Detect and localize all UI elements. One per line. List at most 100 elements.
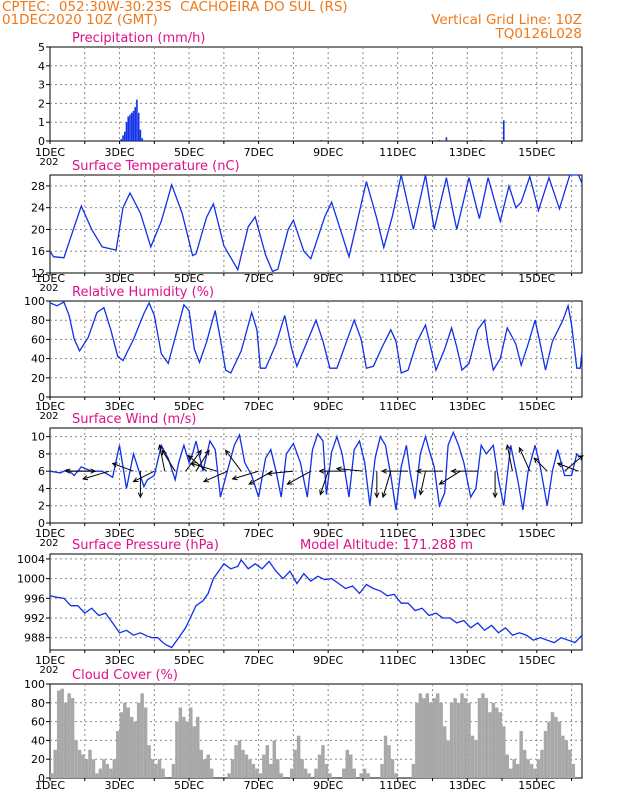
cloud-bar xyxy=(491,702,496,778)
cloud-bar xyxy=(70,698,75,778)
cloud-bar xyxy=(554,716,558,778)
cloud-bar xyxy=(442,726,447,778)
wind-arrow xyxy=(418,471,427,496)
wind-arrow xyxy=(195,449,210,472)
cloud-bar xyxy=(495,707,499,778)
wind-arrow xyxy=(189,462,218,472)
year-fragment: 202 xyxy=(39,283,58,294)
precip-bar xyxy=(122,135,124,141)
x-tick-label: 7DEC xyxy=(244,146,274,159)
cloud-bar xyxy=(98,768,103,778)
x-tick-label: 9DEC xyxy=(313,272,343,285)
x-tick-label: 3DEC xyxy=(104,272,134,285)
cloud-bar xyxy=(60,688,64,778)
cloud-bar xyxy=(571,763,576,778)
cloud-bar xyxy=(342,768,346,778)
cloud-bar xyxy=(237,740,242,778)
precip-bar xyxy=(120,139,123,141)
wind-arrow xyxy=(266,470,294,476)
precip-bar xyxy=(473,140,476,141)
header-grid-note: Vertical Grid Line: 10Z xyxy=(431,12,582,28)
cloud-bar xyxy=(234,745,238,778)
cloud-bar xyxy=(136,702,141,778)
cloud-bar xyxy=(248,759,252,778)
panel-title: Relative Humidity (%) xyxy=(72,285,214,300)
cloud-bar xyxy=(328,773,332,778)
y-tick-label: 0 xyxy=(38,517,45,530)
wind-arrow xyxy=(224,449,242,472)
cloud-bar xyxy=(561,735,565,778)
precip-bar xyxy=(125,122,128,141)
panel-1: 12 16 20 24 28 1DEC 3DEC 5DEC 7DEC 9DEC 11DEC 13DEC… xyxy=(31,159,583,294)
cloud-bar xyxy=(147,745,151,778)
y-tick-label: 2 xyxy=(38,97,45,110)
cloud-bar xyxy=(474,740,478,778)
cloud-bar xyxy=(439,702,443,778)
wind-arrow xyxy=(187,454,207,472)
cloud-bar xyxy=(150,759,155,778)
cloud-bar xyxy=(383,735,388,778)
y-tick-label: 100 xyxy=(24,295,45,308)
x-tick-label: 1DEC xyxy=(35,654,65,667)
x-tick-label: 7DEC xyxy=(244,400,274,413)
cloud-bar xyxy=(196,716,200,778)
cloud-bar xyxy=(276,759,280,778)
y-tick-label: 80 xyxy=(31,697,45,710)
x-tick-label: 1DEC xyxy=(35,779,65,792)
y-tick-label: 996 xyxy=(24,592,45,605)
cloud-bar xyxy=(178,707,183,778)
cloud-bar xyxy=(53,749,57,778)
x-tick-label: 15DEC xyxy=(518,146,555,159)
y-tick-label: 3 xyxy=(38,79,45,92)
wind-arrow xyxy=(161,449,176,472)
y-tick-label: 20 xyxy=(31,372,45,385)
wind-arrow xyxy=(380,468,409,474)
cloud-bar xyxy=(394,773,398,778)
y-tick-label: 20 xyxy=(31,753,45,766)
cloud-bar xyxy=(133,721,137,778)
panel-4: 988 992 996 1000 1004 1DEC 3DEC 5DEC 7DEC 9DEC 11D… xyxy=(17,538,583,676)
wind-arrow xyxy=(556,462,579,472)
y-tick-label: 4 xyxy=(38,482,45,495)
cloud-bar xyxy=(258,773,263,778)
cloud-bar xyxy=(171,763,176,778)
panel-title: Surface Temperature (nC) xyxy=(72,159,240,174)
cloud-bar xyxy=(359,773,363,778)
y-tick-label: 24 xyxy=(31,202,45,215)
cloud-bar xyxy=(300,759,304,778)
cloud-bar xyxy=(143,707,148,778)
cloud-bar xyxy=(547,721,551,778)
cloud-bar xyxy=(522,749,527,778)
cloud-bar xyxy=(230,759,235,778)
precip-bar xyxy=(480,140,482,141)
x-tick-label: 15DEC xyxy=(518,654,555,667)
precip-bar xyxy=(141,138,143,141)
y-tick-label: 10 xyxy=(31,431,45,444)
wind-arrow xyxy=(82,470,110,481)
y-tick-label: 40 xyxy=(31,353,45,366)
precip-bar xyxy=(132,110,135,141)
cloud-bar xyxy=(435,693,440,778)
cloud-bar xyxy=(456,702,461,778)
cloud-bar xyxy=(321,745,325,778)
cloud-bar xyxy=(123,702,127,778)
header-run-id: TQ0126L028 xyxy=(495,26,582,42)
cloud-bar xyxy=(543,731,548,778)
cloud-bar xyxy=(112,759,117,778)
x-tick-label: 9DEC xyxy=(313,146,343,159)
precip-bar xyxy=(139,129,142,141)
x-tick-label: 11DEC xyxy=(379,527,416,540)
x-tick-label: 7DEC xyxy=(244,527,274,540)
y-tick-label: 5 xyxy=(38,41,45,54)
x-tick-label: 11DEC xyxy=(379,400,416,413)
cloud-bar xyxy=(77,749,82,778)
x-tick-label: 3DEC xyxy=(104,654,134,667)
wind-arrow xyxy=(319,471,329,496)
x-tick-label: 9DEC xyxy=(313,400,343,413)
panel-title: Surface Wind (m/s) xyxy=(72,412,196,427)
year-fragment: 202 xyxy=(39,665,58,676)
x-tick-label: 3DEC xyxy=(104,400,134,413)
cloud-bar xyxy=(269,763,273,778)
panel-title: Surface Pressure (hPa) xyxy=(72,538,219,553)
cloud-bar xyxy=(425,693,430,778)
